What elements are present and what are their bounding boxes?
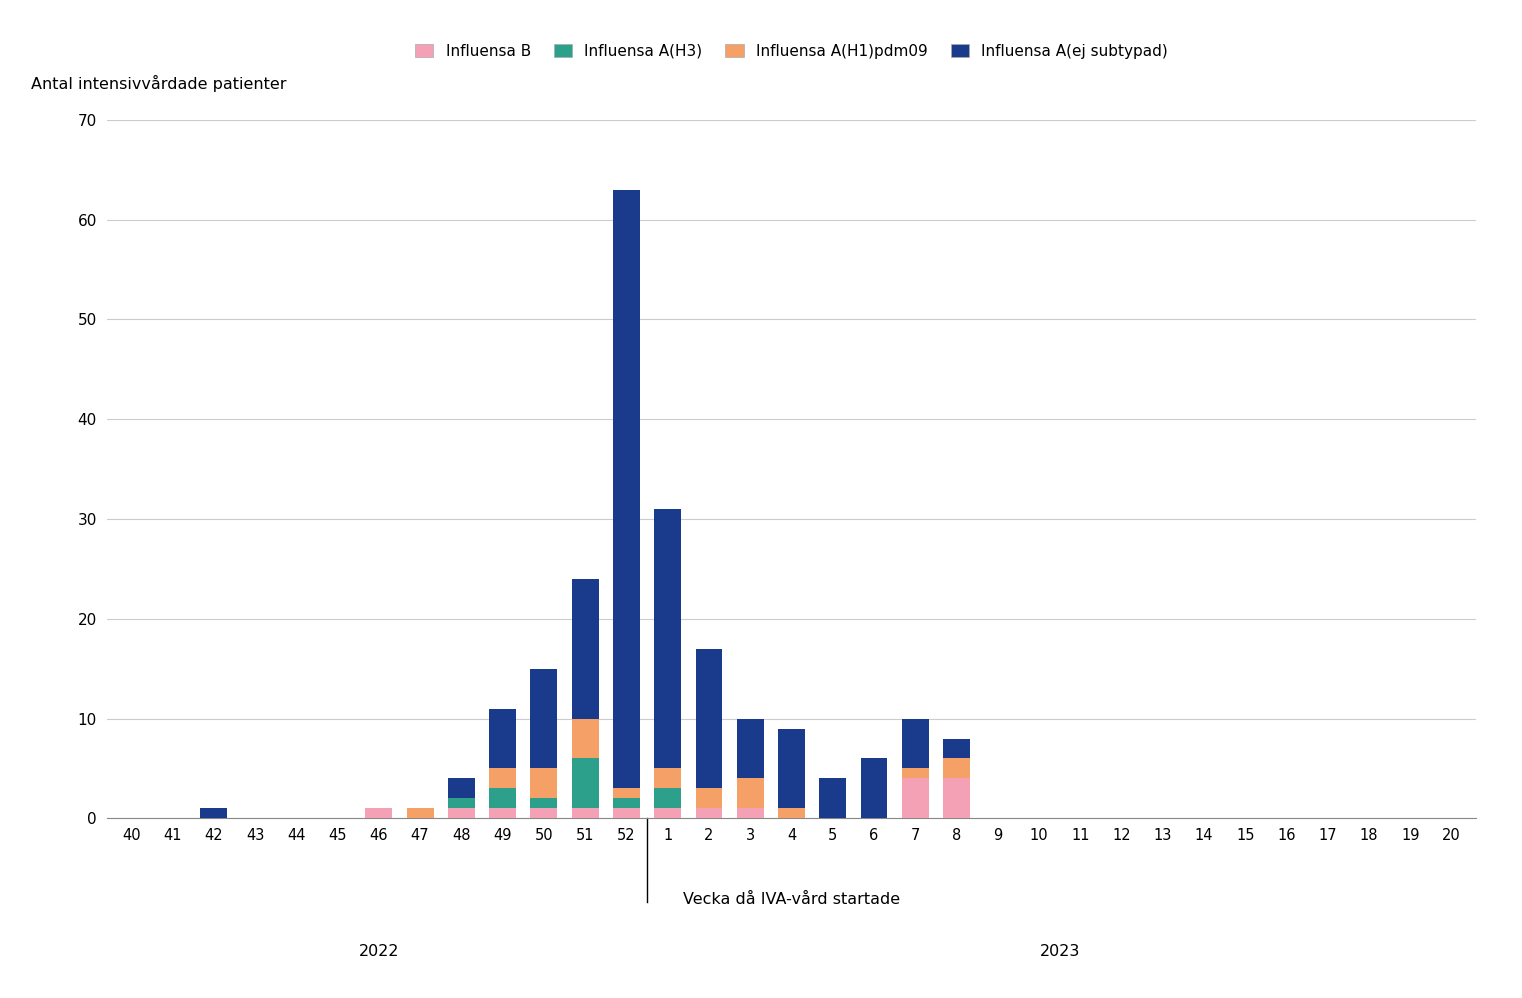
Bar [572, 808, 598, 818]
Bar [944, 758, 970, 778]
Bar [489, 788, 516, 808]
Bar [903, 778, 928, 818]
Bar [903, 719, 928, 768]
Text: 2023: 2023 [1040, 944, 1079, 959]
Bar [365, 808, 393, 818]
Text: 2022: 2022 [359, 944, 399, 959]
Bar [737, 778, 764, 808]
Legend: Influensa B, Influensa A(H3), Influensa A(H1)pdm09, Influensa A(ej subtypad): Influensa B, Influensa A(H3), Influensa … [416, 44, 1167, 59]
Bar [447, 798, 475, 808]
Bar [613, 798, 639, 808]
Bar [531, 669, 557, 768]
Bar [944, 739, 970, 758]
Bar [737, 719, 764, 778]
Bar [572, 579, 598, 719]
Bar [903, 768, 928, 778]
Bar [531, 768, 557, 798]
Bar [654, 808, 680, 818]
Bar [778, 808, 805, 818]
Text: Antal intensivvårdade patienter: Antal intensivvårdade patienter [32, 75, 286, 92]
Bar [489, 709, 516, 768]
Bar [406, 808, 434, 818]
Bar [613, 788, 639, 798]
Bar [613, 190, 639, 788]
Bar [696, 788, 723, 808]
Bar [531, 808, 557, 818]
Bar [613, 808, 639, 818]
Bar [447, 808, 475, 818]
Bar [696, 808, 723, 818]
Bar [572, 758, 598, 808]
X-axis label: Vecka då IVA-vård startade: Vecka då IVA-vård startade [683, 891, 900, 907]
Bar [201, 808, 227, 818]
Bar [819, 778, 846, 818]
Bar [489, 808, 516, 818]
Bar [531, 798, 557, 808]
Bar [944, 778, 970, 818]
Bar [489, 768, 516, 788]
Bar [654, 509, 680, 768]
Bar [696, 649, 723, 788]
Bar [778, 729, 805, 808]
Bar [654, 788, 680, 808]
Bar [447, 778, 475, 798]
Bar [737, 808, 764, 818]
Bar [860, 758, 887, 818]
Bar [654, 768, 680, 788]
Bar [572, 719, 598, 758]
